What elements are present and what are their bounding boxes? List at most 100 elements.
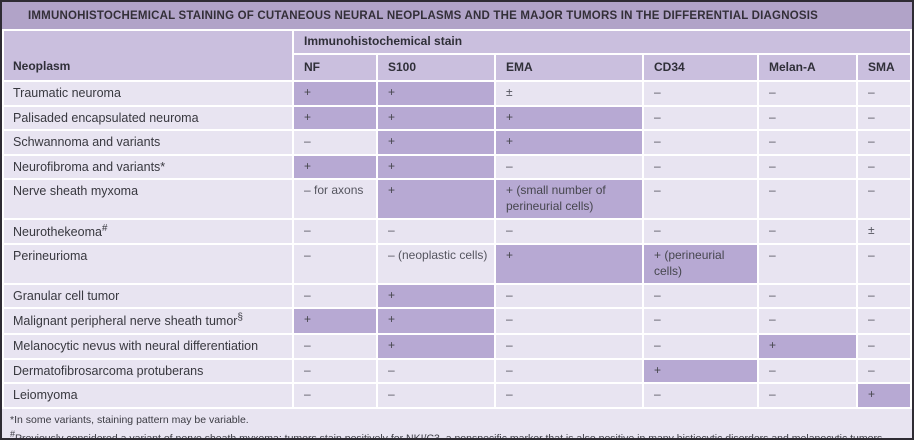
staining-table: Neoplasm Immunohistochemical stain NF S10… <box>2 29 912 409</box>
stain-result-negative: – <box>858 82 911 105</box>
stain-result-positive: + <box>378 155 494 178</box>
stain-result-positive: + <box>496 245 642 283</box>
stain-result-negative: – <box>858 155 911 178</box>
stain-result-negative: – <box>858 309 911 334</box>
stain-result-negative: – <box>294 219 376 244</box>
stain-result-negative: – <box>759 131 856 154</box>
neoplasm-name: Nerve sheath myxoma <box>4 180 292 218</box>
footnote: *In some variants, staining pattern may … <box>10 413 249 426</box>
stain-result-negative: – <box>644 155 757 178</box>
footnote-marker: # <box>10 429 16 440</box>
stain-result-negative: – <box>644 335 757 358</box>
footnote-marker: § <box>237 312 243 324</box>
stain-result-negative: – <box>644 384 757 407</box>
column-header-ema: EMA <box>496 55 642 80</box>
stain-result-negative: – <box>644 309 757 334</box>
footnote-marker: * <box>10 413 15 426</box>
stain-result-negative: – <box>644 219 757 244</box>
neoplasm-name: Perineurioma <box>4 245 292 283</box>
stain-result-negative: – <box>759 384 856 407</box>
neoplasm-name: Malignant peripheral nerve sheath tumor§ <box>4 309 292 334</box>
stain-result-negative: – <box>759 219 856 244</box>
stain-result-negative: – <box>858 131 911 154</box>
stain-result-negative: – <box>759 245 856 283</box>
stain-result-positive: + <box>378 335 494 358</box>
stain-result-negative: – (neoplastic cells) <box>378 245 494 283</box>
column-header-row: NF S100 EMA CD34 Melan-A SMA <box>4 55 911 80</box>
column-header-melan-a: Melan-A <box>759 55 856 80</box>
table-row: Schwannoma and variants – + + – – – <box>4 131 911 154</box>
stain-result-positive: + <box>294 309 376 334</box>
stain-result-negative: – <box>644 106 757 129</box>
neoplasm-name: Traumatic neuroma <box>4 82 292 105</box>
stain-result-positive: + <box>496 106 642 129</box>
stain-result-positive: + <box>378 106 494 129</box>
stain-result-positive: + <box>858 384 911 407</box>
table-row: Neurothekeoma# – – – – – ± <box>4 219 911 244</box>
stain-result-positive: + <box>294 155 376 178</box>
stain-result-negative: – <box>496 335 642 358</box>
table-header: Neoplasm Immunohistochemical stain NF S10… <box>4 31 911 80</box>
neoplasm-name: Melanocytic nevus with neural differenti… <box>4 335 292 358</box>
stain-result-positive: + <box>294 106 376 129</box>
stain-result-negative: – <box>858 359 911 383</box>
stain-result-negative: – <box>294 359 376 383</box>
table-row: Palisaded encapsulated neuroma + + + – – – <box>4 106 911 129</box>
stain-result-negative: – <box>294 284 376 308</box>
stain-result-negative: – <box>378 219 494 244</box>
neoplasm-name: Schwannoma and variants <box>4 131 292 154</box>
stain-result-negative: – <box>496 155 642 178</box>
stain-result-negative: ± <box>496 82 642 105</box>
stain-result-positive: + <box>644 359 757 383</box>
stain-result-negative: – <box>759 284 856 308</box>
stain-result-positive: + <box>378 180 494 218</box>
stain-result-negative: – <box>759 180 856 218</box>
stain-result-positive: + <box>378 82 494 105</box>
neoplasm-name: Granular cell tumor <box>4 284 292 308</box>
table-row: Nerve sheath myxoma – for axons + + (small … <box>4 180 911 218</box>
column-header-nf: NF <box>294 55 376 80</box>
neoplasm-name: Leiomyoma <box>4 384 292 407</box>
neoplasm-column-header: Neoplasm <box>4 31 292 80</box>
stain-result-positive: + (perineurial cells) <box>644 245 757 283</box>
neoplasm-name: Neurofibroma and variants* <box>4 155 292 178</box>
stain-result-negative: – <box>496 309 642 334</box>
table-row: Neurofibroma and variants* + + – – – – <box>4 155 911 178</box>
stain-result-positive: + <box>378 284 494 308</box>
stain-result-negative: – <box>858 180 911 218</box>
stain-result-negative: – <box>858 245 911 283</box>
table-row: Traumatic neuroma + + ± – – – <box>4 82 911 105</box>
stain-result-negative: ± <box>858 219 911 244</box>
stain-result-negative: – <box>378 359 494 383</box>
stain-result-positive: + <box>378 309 494 334</box>
column-header-cd34: CD34 <box>644 55 757 80</box>
stain-result-negative: – <box>759 359 856 383</box>
table-row: Granular cell tumor – + – – – – <box>4 284 911 308</box>
stain-result-positive: + (small number of perineurial cells) <box>496 180 642 218</box>
stain-result-negative: – for axons <box>294 180 376 218</box>
stain-result-negative: – <box>759 309 856 334</box>
neoplasm-name: Palisaded encapsulated neuroma <box>4 106 292 129</box>
group-header-row: Neoplasm Immunohistochemical stain <box>4 31 911 80</box>
stain-result-negative: – <box>644 131 757 154</box>
table-row: Leiomyoma – – – – – + <box>4 384 911 407</box>
stain-result-positive: + <box>759 335 856 358</box>
stain-result-negative: – <box>644 180 757 218</box>
footnote-marker: # <box>101 222 108 234</box>
stain-result-negative: – <box>496 219 642 244</box>
stain-result-negative: – <box>858 335 911 358</box>
stain-result-negative: – <box>496 384 642 407</box>
stain-result-negative: – <box>496 284 642 308</box>
footnote: #Previously considered a variant of nerv… <box>10 429 886 440</box>
stain-result-negative: – <box>759 155 856 178</box>
stain-result-negative: – <box>644 82 757 105</box>
stain-result-positive: + <box>294 82 376 105</box>
stain-result-negative: – <box>858 284 911 308</box>
stain-result-negative: – <box>294 131 376 154</box>
stain-result-negative: – <box>294 384 376 407</box>
stain-result-negative: – <box>644 284 757 308</box>
stain-result-positive: + <box>496 131 642 154</box>
column-header-sma: SMA <box>858 55 911 80</box>
table-body: Traumatic neuroma + + ± – – – Palisaded encapsu… <box>4 82 911 407</box>
